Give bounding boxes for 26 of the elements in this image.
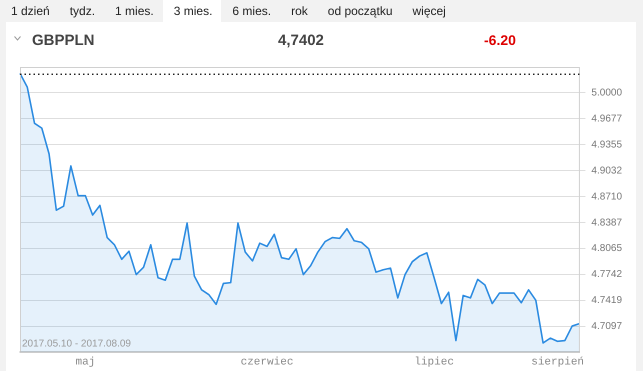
x-tick-label: maj [75, 356, 96, 368]
text: więcej [412, 3, 447, 20]
y-tick-label: 4.9677 [591, 113, 622, 124]
x-tick-label: lipiec [414, 356, 454, 368]
text: 4,7402 [278, 32, 324, 49]
y-tick-label: 4.7097 [591, 321, 622, 332]
y-tick-label: 4.9355 [591, 139, 622, 150]
text: tydz. [68, 3, 96, 20]
text: 1 dzień [10, 3, 51, 20]
text: rok [290, 3, 309, 20]
text: 1 mies. [114, 3, 155, 20]
y-tick-label: 4.8710 [591, 191, 622, 202]
text: od początku [326, 3, 394, 20]
x-tick-label: sierpień [531, 356, 584, 368]
text: 3 mies. [162, 0, 222, 22]
annotation: 2017.05.10 - 2017.08.09 [22, 338, 132, 350]
y-tick-label: 4.9032 [591, 165, 622, 176]
y-tick-label: 5.0000 [591, 87, 622, 98]
y-tick-label: 4.7742 [591, 269, 622, 280]
y-tick-label: 4.8065 [591, 243, 622, 254]
chart-title: GBPPLN [32, 32, 95, 49]
y-tick-label: 4.7419 [591, 295, 622, 306]
x-tick-label: czerwiec [240, 356, 294, 368]
text: -6.20 [484, 32, 516, 48]
text: 6 mies. [231, 3, 272, 20]
y-tick-label: 4.8387 [591, 217, 622, 228]
